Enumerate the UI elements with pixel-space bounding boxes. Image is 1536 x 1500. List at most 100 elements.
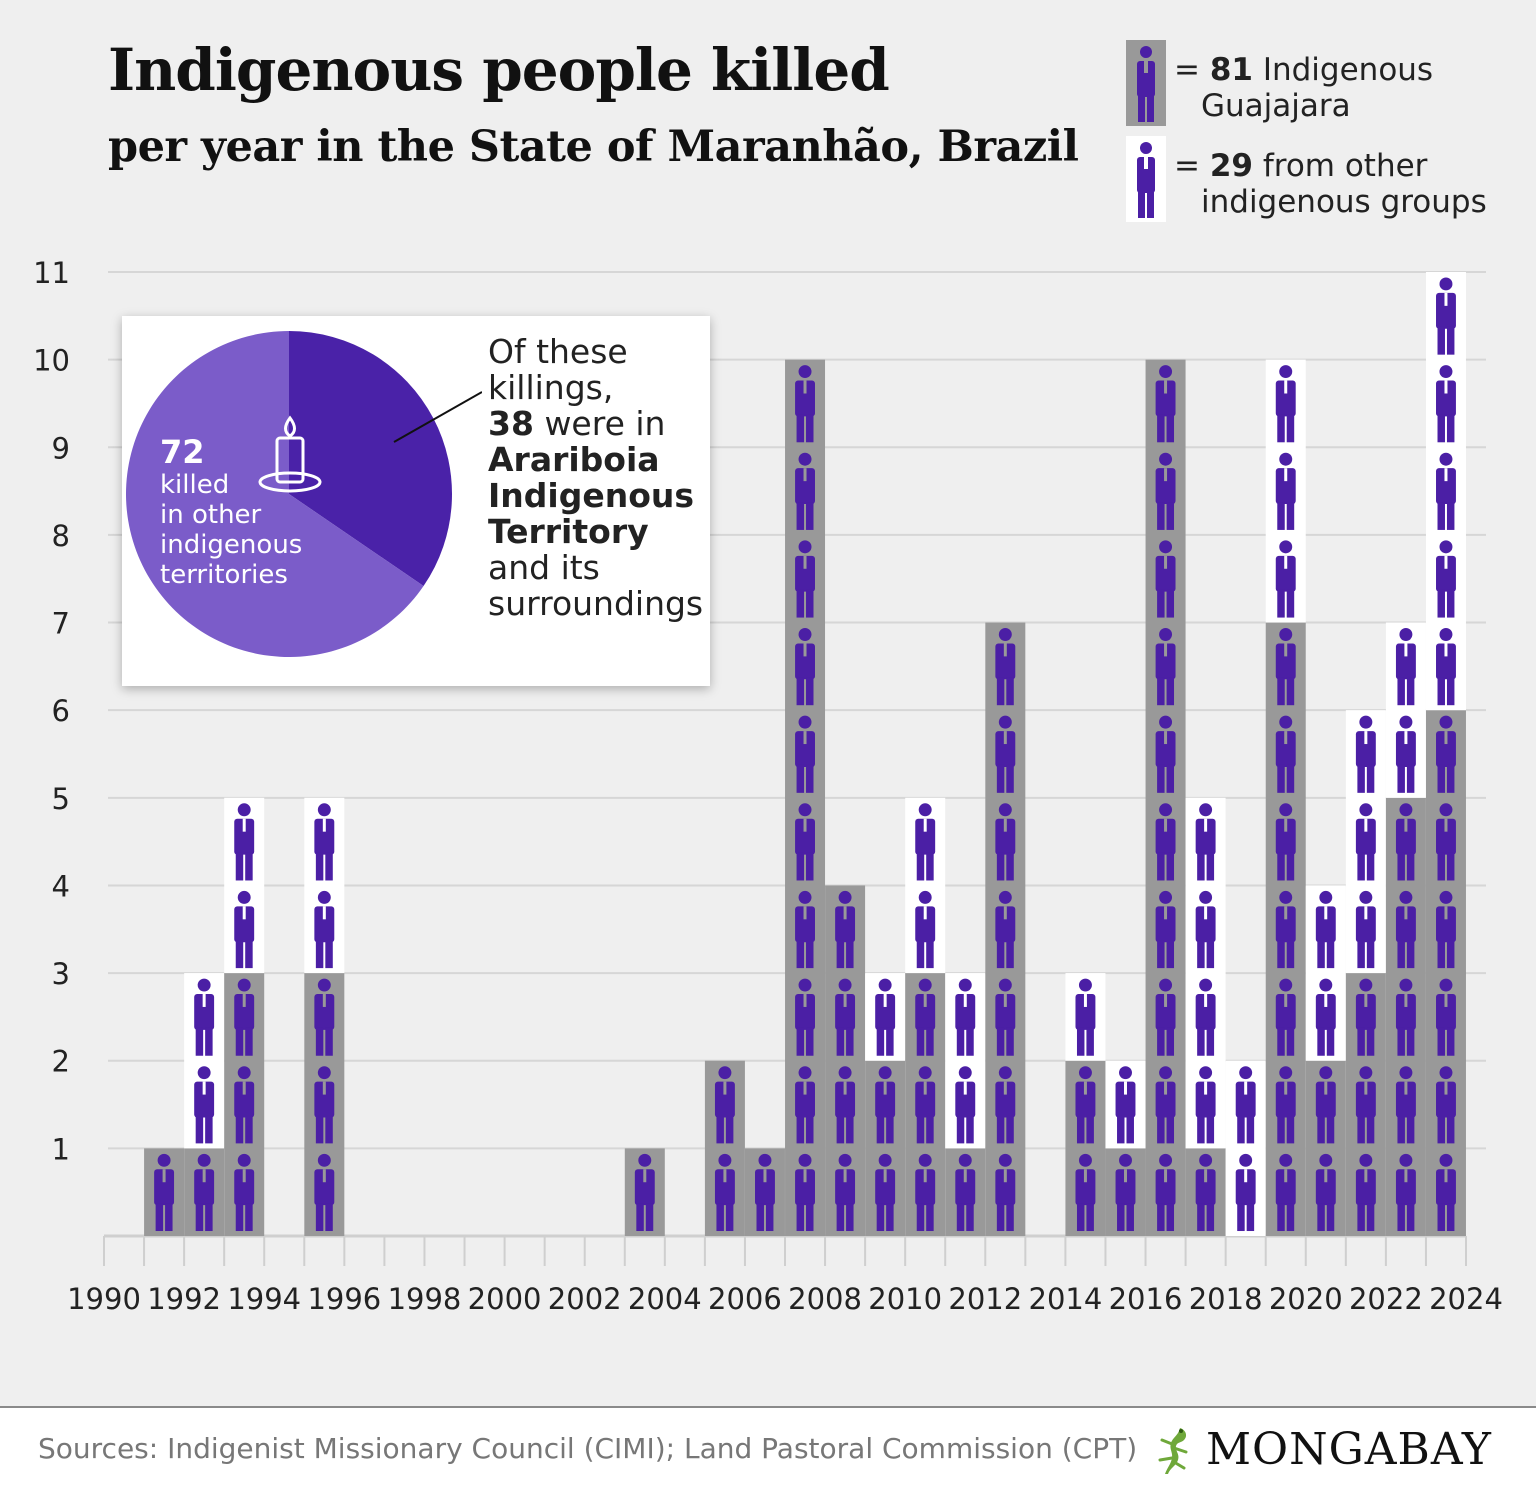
person-icon <box>1275 540 1296 618</box>
person-icon <box>1436 452 1456 530</box>
person-icon <box>314 978 335 1056</box>
person-icon <box>314 890 335 969</box>
pie-slice-arariboia <box>289 331 452 587</box>
x-tick-label: 1996 <box>307 1282 381 1316</box>
person-icon <box>875 978 896 1056</box>
gecko-icon <box>1158 1428 1188 1474</box>
pie-annotation: Of these killings, 38 were in Arariboia … <box>488 332 704 623</box>
person-icon <box>194 978 215 1056</box>
bar-icons <box>1115 1066 1136 1232</box>
bar-icons <box>835 890 856 1232</box>
x-tick-label: 2014 <box>1029 1282 1103 1316</box>
person-icon <box>1195 1066 1216 1144</box>
person-icon <box>835 890 856 969</box>
person-icon <box>955 1066 976 1144</box>
person-icon <box>1395 890 1416 969</box>
brand-logo: MONGABAY <box>1206 1424 1492 1475</box>
person-icon <box>1436 715 1456 793</box>
person-icon <box>1355 715 1376 793</box>
x-tick-label: 2022 <box>1349 1282 1423 1316</box>
person-icon <box>1275 890 1296 969</box>
person-icon <box>1355 890 1376 969</box>
x-tick-label: 2024 <box>1429 1282 1503 1316</box>
bar-icons <box>1315 890 1336 1232</box>
person-icon <box>1436 890 1456 969</box>
bar-icons <box>915 803 936 1232</box>
person-icon <box>1155 715 1176 793</box>
person-icon <box>1315 890 1336 969</box>
bar-icons <box>634 1153 655 1232</box>
person-icon <box>915 890 936 969</box>
bar-icons <box>1075 978 1096 1232</box>
person-icon <box>1155 365 1176 443</box>
person-icon <box>234 1066 255 1144</box>
person-icon <box>915 1153 936 1232</box>
person-icon <box>1436 277 1456 355</box>
x-tick-label: 2002 <box>548 1282 622 1316</box>
bar-icons <box>795 365 815 1232</box>
person-icon <box>875 1153 896 1232</box>
y-tick-label: 1 <box>52 1132 70 1166</box>
person-icon <box>1355 978 1376 1056</box>
person-icon <box>1075 1153 1096 1232</box>
y-tick-label: 11 <box>33 256 70 290</box>
person-icon <box>1275 1066 1296 1144</box>
person-icon <box>1395 803 1416 881</box>
pie-label-line: killed <box>160 470 230 500</box>
person-icon <box>1075 978 1096 1056</box>
bar-icons <box>714 1066 735 1232</box>
bar-icons <box>154 1153 175 1232</box>
bar-icons <box>1395 628 1416 1232</box>
person-icon <box>795 890 815 969</box>
person-icon <box>1395 715 1416 793</box>
person-icon <box>1436 803 1456 881</box>
person-icon <box>1115 1153 1136 1232</box>
legend-text-other: = 29 from other indigenous groups <box>1174 148 1487 220</box>
person-icon <box>755 1153 775 1232</box>
person-icon <box>915 978 936 1056</box>
person-icon <box>1155 1153 1176 1232</box>
person-icon <box>795 978 815 1056</box>
x-tick-label: 1994 <box>227 1282 301 1316</box>
page-title: Indigenous people killed <box>108 36 890 104</box>
y-tick-label: 8 <box>52 519 70 553</box>
bar-icons <box>875 978 896 1232</box>
person-icon <box>1275 1153 1296 1232</box>
y-tick-label: 2 <box>52 1045 70 1079</box>
person-icon <box>915 803 936 881</box>
pie-label-line: territories <box>160 560 288 590</box>
person-icon <box>1395 1066 1416 1144</box>
y-tick-label: 10 <box>33 344 70 378</box>
y-tick-label: 5 <box>52 782 70 816</box>
bar-guajajara <box>1425 710 1466 1236</box>
person-icon <box>1075 1066 1096 1144</box>
legend-item-other: = 29 from other indigenous groups <box>1126 136 1526 226</box>
y-tick-label: 4 <box>52 869 70 903</box>
person-icon <box>234 890 255 969</box>
person-icon <box>795 1066 815 1144</box>
bar-icons <box>194 978 215 1232</box>
legend-swatch-other <box>1126 136 1166 222</box>
bar-icons <box>995 628 1016 1232</box>
person-icon <box>795 452 815 530</box>
person-icon <box>995 1153 1016 1232</box>
person-icon <box>154 1153 175 1232</box>
person-icon <box>1436 1153 1456 1232</box>
x-tick-label: 2004 <box>628 1282 702 1316</box>
bar-icons <box>314 803 335 1232</box>
person-icon <box>234 803 255 881</box>
person-icon <box>714 1153 735 1232</box>
person-icon <box>1395 628 1416 706</box>
y-tick-label: 6 <box>52 694 70 728</box>
person-icon <box>835 1153 856 1232</box>
person-icon <box>1115 1066 1136 1144</box>
person-icon <box>995 628 1016 706</box>
person-icon <box>995 715 1016 793</box>
x-tick-label: 2008 <box>788 1282 862 1316</box>
person-icon <box>1195 1153 1216 1232</box>
person-icon <box>835 1066 856 1144</box>
person-icon <box>1137 142 1155 218</box>
person-icon <box>835 978 856 1056</box>
person-icon <box>795 540 815 618</box>
